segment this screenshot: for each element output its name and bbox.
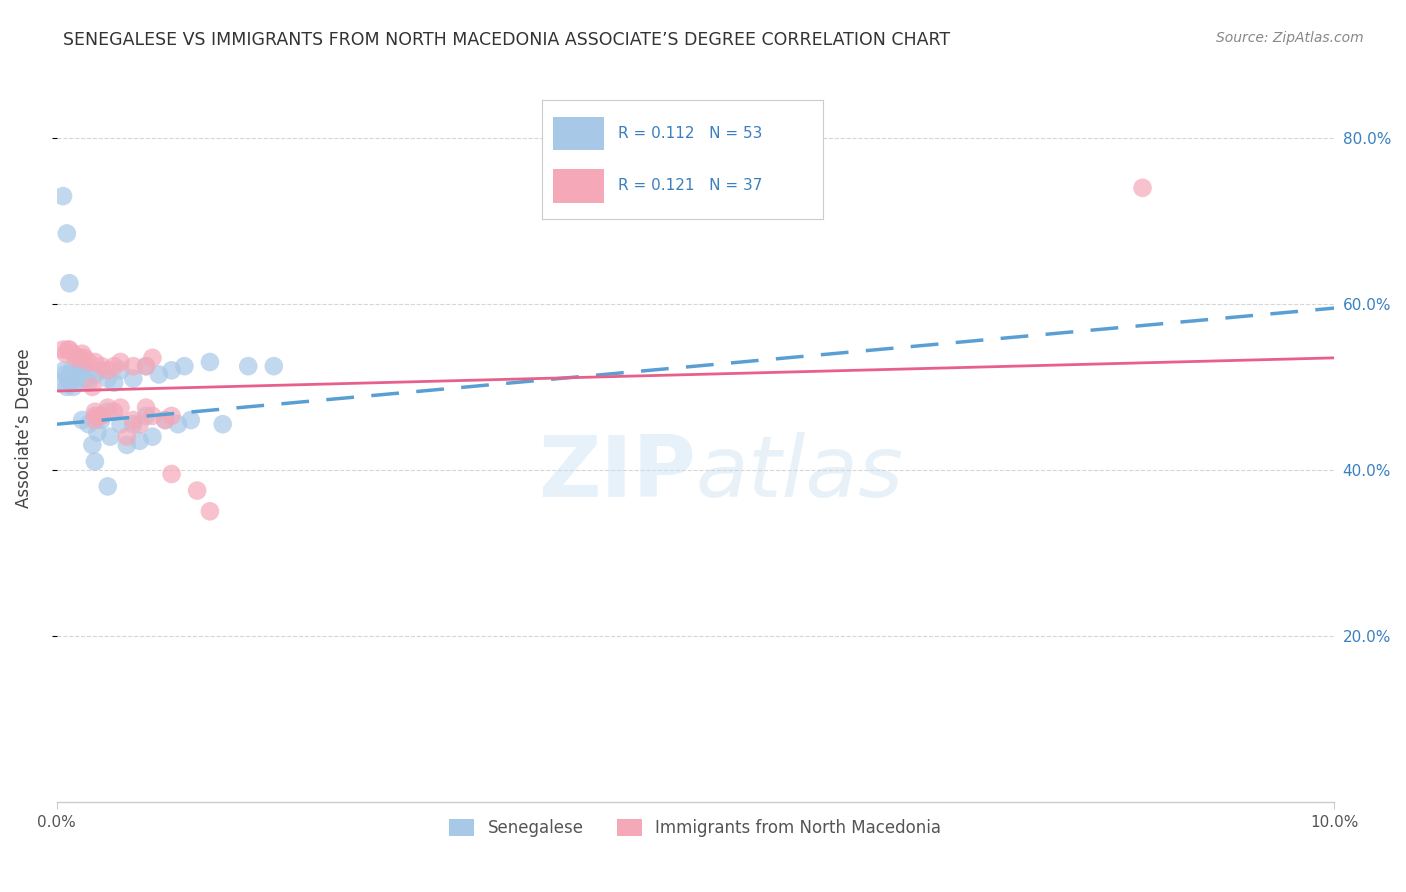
Point	[115, 430, 138, 444]
Point	[70, 347, 93, 361]
Point	[122, 371, 145, 385]
Point	[70, 359, 93, 373]
Point	[128, 434, 150, 448]
Point	[135, 401, 157, 415]
Y-axis label: Associate’s Degree: Associate’s Degree	[15, 349, 32, 508]
Point	[86, 409, 108, 423]
Point	[69, 351, 91, 365]
Point	[56, 343, 79, 357]
Point	[53, 363, 76, 377]
Point	[55, 347, 77, 361]
Point	[97, 363, 120, 377]
Point	[211, 417, 233, 432]
Point	[135, 359, 157, 373]
Point	[52, 376, 75, 390]
Point	[77, 417, 100, 432]
Point	[69, 351, 91, 365]
Point	[75, 371, 97, 385]
Point	[186, 483, 208, 498]
Point	[77, 376, 100, 390]
Point	[153, 413, 176, 427]
Point	[56, 371, 79, 385]
Text: SENEGALESE VS IMMIGRANTS FROM NORTH MACEDONIA ASSOCIATE’S DEGREE CORRELATION CHA: SENEGALESE VS IMMIGRANTS FROM NORTH MACE…	[63, 31, 950, 49]
Point	[65, 376, 87, 390]
Point	[97, 371, 120, 385]
Point	[90, 413, 112, 427]
Point	[180, 413, 202, 427]
Point	[122, 359, 145, 373]
Point	[58, 371, 80, 385]
Point	[56, 380, 79, 394]
Point	[84, 409, 107, 423]
Point	[66, 368, 89, 382]
Point	[97, 479, 120, 493]
Point	[73, 359, 96, 373]
Point	[58, 343, 80, 357]
Point	[115, 438, 138, 452]
Point	[56, 227, 79, 241]
Point	[110, 401, 132, 415]
Point	[97, 405, 120, 419]
Text: ZIP: ZIP	[537, 432, 696, 515]
Point	[198, 504, 221, 518]
Point	[135, 409, 157, 423]
Point	[263, 359, 285, 373]
Point	[141, 430, 163, 444]
Point	[82, 438, 104, 452]
Point	[1132, 181, 1154, 195]
Point	[65, 351, 87, 365]
Point	[52, 189, 75, 203]
Point	[198, 355, 221, 369]
Point	[103, 376, 125, 390]
Point	[86, 425, 108, 440]
Point	[160, 363, 183, 377]
Point	[62, 380, 84, 394]
Point	[70, 413, 93, 427]
Point	[238, 359, 260, 373]
Point	[90, 359, 112, 373]
Point	[167, 417, 190, 432]
Point	[135, 359, 157, 373]
Point	[97, 401, 120, 415]
Point	[82, 380, 104, 394]
Legend: Senegalese, Immigrants from North Macedonia: Senegalese, Immigrants from North Macedo…	[441, 811, 949, 846]
Point	[59, 376, 82, 390]
Point	[73, 351, 96, 365]
Point	[60, 363, 83, 377]
Point	[84, 454, 107, 468]
Point	[52, 343, 75, 357]
Point	[153, 413, 176, 427]
Point	[98, 430, 121, 444]
Point	[122, 413, 145, 427]
Point	[141, 351, 163, 365]
Point	[128, 417, 150, 432]
Point	[148, 368, 170, 382]
Point	[110, 417, 132, 432]
Point	[173, 359, 195, 373]
Point	[110, 363, 132, 377]
Point	[62, 347, 84, 361]
Text: Source: ZipAtlas.com: Source: ZipAtlas.com	[1216, 31, 1364, 45]
Point	[122, 417, 145, 432]
Point	[55, 368, 77, 382]
Point	[90, 409, 112, 423]
Point	[84, 368, 107, 382]
Point	[70, 363, 93, 377]
Point	[110, 355, 132, 369]
Text: atlas: atlas	[696, 432, 904, 515]
Point	[103, 405, 125, 419]
Point	[58, 277, 80, 291]
Point	[160, 467, 183, 481]
Point	[160, 409, 183, 423]
Point	[84, 355, 107, 369]
Point	[77, 355, 100, 369]
Point	[90, 363, 112, 377]
Point	[103, 359, 125, 373]
Point	[141, 409, 163, 423]
Point	[84, 413, 107, 427]
Point	[84, 405, 107, 419]
